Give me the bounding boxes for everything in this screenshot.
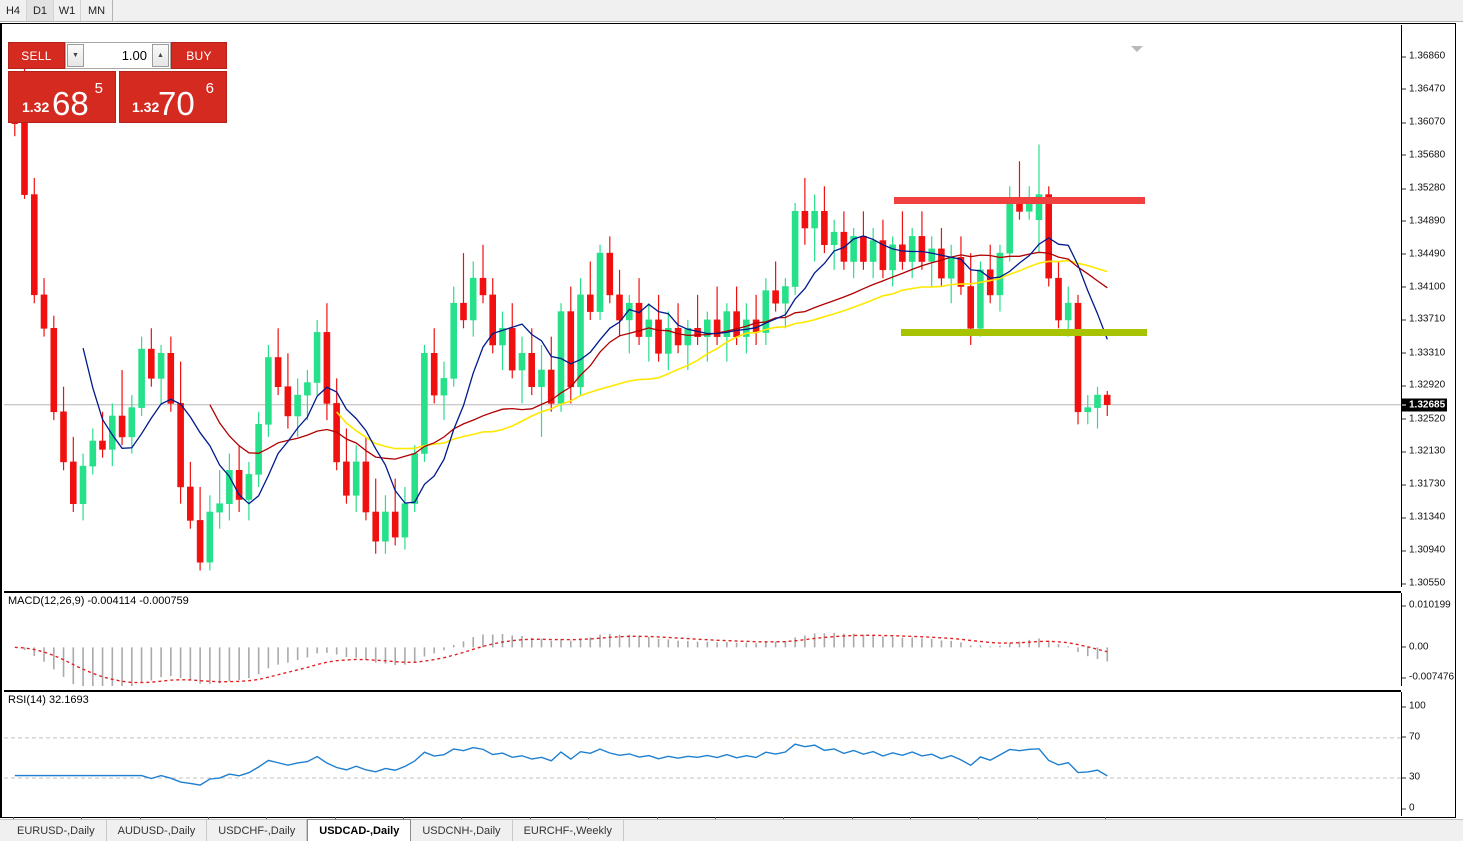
price-axis-tick: 1.35280 (1402, 183, 1445, 194)
rsi-label: RSI(14) 32.1693 (8, 694, 89, 706)
bid-price-box[interactable]: 1.32 68 5 (8, 71, 116, 123)
chart-tab-eurusd[interactable]: EURUSD-,Daily (6, 820, 107, 841)
rsi-axis-tick: 30 (1402, 772, 1420, 783)
chart-tab-eurchf-label: EURCHF-,Weekly (523, 824, 612, 837)
price-axis-tick: 1.33710 (1402, 314, 1445, 325)
tab-bar-empty-area (624, 820, 1463, 841)
chart-tab-bar: EURUSD-,Daily AUDUSD-,Daily USDCHF-,Dail… (0, 819, 1463, 841)
current-price-tag: 1.32685 (1402, 398, 1448, 412)
chevron-down-icon[interactable]: ▼ (67, 44, 84, 67)
macd-axis-tick: -0.007476 (1402, 672, 1454, 683)
timeframe-mn[interactable]: MN (81, 0, 113, 21)
price-axis-tick: 1.32920 (1402, 380, 1445, 391)
price-axis-tick: 1.31730 (1402, 479, 1445, 490)
sell-button-label: SELL (21, 48, 52, 63)
chart-tab-usdchf-label: USDCHF-,Daily (218, 824, 296, 837)
timeframe-mn-label: MN (87, 4, 106, 17)
rsi-pane[interactable]: RSI(14) 32.1693 (4, 690, 1401, 816)
bid-price-prefix: 1.32 (22, 99, 50, 115)
rsi-chart-svg (4, 737, 1401, 786)
price-axis-tick: 1.32130 (1402, 446, 1445, 457)
chart-scroll-down-arrow-icon[interactable] (1131, 46, 1143, 52)
oct-controls-row: SELL ▼ 1.00 ▲ BUY (8, 42, 227, 69)
chart-tab-usdcad[interactable]: USDCAD-,Daily (307, 819, 412, 841)
price-axis-tick: 1.33310 (1402, 347, 1445, 358)
price-axis-tick: 1.35680 (1402, 149, 1445, 160)
macd-axis-tick: 0.010199 (1402, 600, 1451, 611)
oct-quotes-row: 1.32 68 5 1.32 70 6 (8, 71, 227, 123)
bid-price-main: 68 (52, 85, 89, 122)
price-axis-tick: 1.34490 (1402, 248, 1445, 259)
buy-button[interactable]: BUY (171, 42, 227, 69)
price-axis-tick: 1.36470 (1402, 83, 1445, 94)
toolbar-empty-area (113, 0, 1463, 21)
macd-chart-svg (14, 632, 1109, 686)
ma-yellow (336, 259, 1108, 450)
ask-price-box[interactable]: 1.32 70 6 (119, 71, 227, 123)
ma-red (209, 251, 1108, 460)
macd-axis: 0.010199 0.00 -0.007476 (1401, 593, 1457, 686)
timeframe-w1[interactable]: W1 (54, 0, 81, 21)
chart-tab-usdchf[interactable]: USDCHF-,Daily (207, 820, 308, 841)
timeframe-d1[interactable]: D1 (27, 0, 54, 21)
support-line (901, 329, 1147, 336)
sell-button[interactable]: SELL (8, 42, 65, 69)
rsi-line (14, 743, 1108, 786)
macd-axis-tick: 0.00 (1402, 641, 1428, 652)
price-axis-tick: 1.32520 (1402, 413, 1445, 424)
one-click-trading-panel[interactable]: SELL ▼ 1.00 ▲ BUY 1.32 68 5 1.32 (8, 42, 227, 128)
price-axis-tick: 1.36070 (1402, 117, 1445, 128)
chevron-up-icon[interactable]: ▲ (152, 44, 169, 67)
price-axis-tick: 1.30550 (1402, 578, 1445, 589)
macd-signal-line (14, 634, 1108, 684)
volume-value[interactable]: 1.00 (121, 48, 147, 63)
timeframe-h4[interactable]: H4 (0, 0, 27, 21)
rsi-axis: 100 70 30 0 (1401, 692, 1457, 816)
price-axis-tick: 1.34890 (1402, 215, 1445, 226)
timeframe-h4-label: H4 (5, 4, 21, 17)
price-axis[interactable]: 1.36860 1.36470 1.36070 1.35680 1.35280 1.348… (1401, 25, 1457, 589)
chart-tab-eurusd-label: EURUSD-,Daily (17, 824, 95, 837)
macd-histogram (23, 632, 1109, 686)
chart-tab-usdcnh[interactable]: USDCNH-,Daily (411, 820, 513, 841)
chart-tab-audusd-label: AUDUSD-,Daily (117, 824, 196, 837)
macd-label: MACD(12,26,9) -0.004114 -0.000759 (8, 595, 189, 607)
rsi-axis-tick: 70 (1402, 731, 1420, 742)
rsi-axis-tick: 100 (1402, 701, 1426, 712)
volume-field[interactable]: ▼ 1.00 ▲ (65, 42, 171, 69)
ma-blue (82, 235, 1108, 505)
ask-price-main: 70 (158, 85, 195, 122)
price-axis-tick: 1.31340 (1402, 512, 1445, 523)
macd-pane[interactable]: MACD(12,26,9) -0.004114 -0.000759 (4, 591, 1401, 686)
buy-button-label: BUY (186, 48, 212, 63)
chart-tab-usdcnh-label: USDCNH-,Daily (422, 824, 501, 837)
chart-tab-audusd[interactable]: AUDUSD-,Daily (106, 820, 208, 841)
timeframe-w1-label: W1 (58, 4, 76, 17)
price-axis-tick: 1.34100 (1402, 281, 1445, 292)
price-pane[interactable] (4, 25, 1401, 587)
resistance-line (894, 197, 1145, 204)
chart-tab-usdcad-label: USDCAD-,Daily (319, 824, 400, 837)
rsi-axis-tick: 0 (1402, 803, 1415, 814)
chart-frame: ▲ USDCAD-,Daily 1.32647 1.32692 1.32600 … (0, 23, 1457, 831)
ask-price-prefix: 1.32 (132, 99, 160, 115)
candlestick-series (11, 59, 1111, 571)
chart-window: ▲ USDCAD-,Daily 1.32647 1.32692 1.32600 … (0, 23, 1463, 831)
price-chart-svg (4, 59, 1401, 571)
chart-tab-eurchf[interactable]: EURCHF-,Weekly (512, 820, 624, 841)
timeframe-d1-label: D1 (32, 4, 48, 17)
price-axis-tick: 1.36860 (1402, 51, 1445, 62)
price-axis-tick: 1.30940 (1402, 545, 1445, 556)
ask-price-fraction: 6 (205, 80, 214, 97)
bid-price-fraction: 5 (94, 80, 103, 97)
timeframe-toolbar: H4 D1 W1 MN (0, 0, 1463, 22)
